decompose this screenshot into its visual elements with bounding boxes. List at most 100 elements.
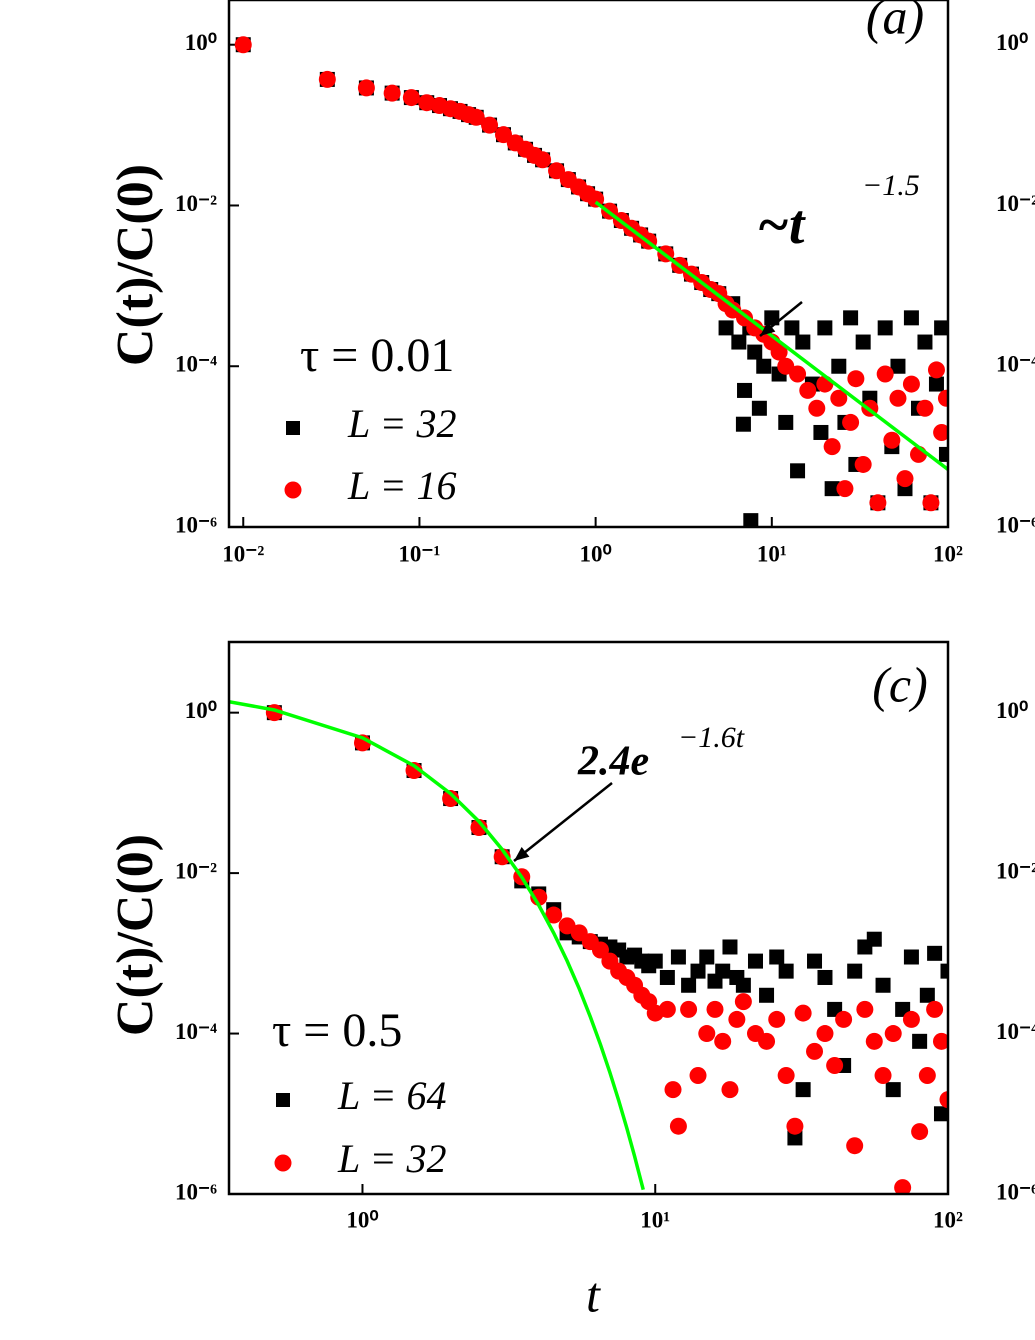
y-tick-label: 10⁻⁴ [175,352,217,377]
point [442,790,460,808]
point [916,399,934,417]
point [884,1025,902,1043]
point [698,1025,716,1043]
y-tick-label: 10⁻² [996,858,1035,883]
y-tick-label: 10⁰ [996,30,1028,55]
point [903,949,919,965]
point [664,1081,682,1099]
x-tick-label: 10² [933,1207,963,1232]
point [807,953,823,969]
point [467,108,485,126]
point [658,1000,676,1018]
point [928,376,944,392]
point [926,1000,944,1018]
point [875,977,891,993]
point [938,446,948,462]
legend-title: τ = 0.01 [300,329,454,382]
point [706,1000,724,1018]
point [751,400,767,416]
point [743,513,759,527]
annotation: ~t [757,194,806,256]
point [784,320,800,336]
x-tick-label: 10² [933,541,963,566]
point [690,963,706,979]
point [830,389,848,407]
point [670,949,686,965]
x-tick-label: 10¹ [757,541,787,566]
point [918,1067,936,1085]
point [737,382,753,398]
y-axis-label: C(t)/C(0) [107,834,164,1036]
point [759,987,775,1003]
y-tick-label: 10⁰ [996,698,1028,723]
point [481,116,499,134]
point [933,423,948,441]
y-tick-label: 10⁻⁴ [996,1019,1035,1044]
point [495,126,513,144]
y-tick-label: 10⁰ [185,30,217,55]
point [530,888,548,906]
x-tick-label: 10⁻² [222,541,264,566]
point [721,1081,739,1099]
x-tick-label: 10⁰ [346,1207,378,1232]
y-tick-label: 10⁻⁶ [996,1179,1035,1204]
legend-label: L = 64 [337,1073,447,1118]
y-tick-label: 10⁻² [996,191,1035,216]
point [816,1025,834,1043]
point [681,977,697,993]
point [731,334,747,350]
y-tick-label: 10⁻² [175,191,217,216]
point [680,1000,698,1018]
arrow-head [514,846,530,861]
y-tick-label: 10⁻⁴ [996,352,1035,377]
point [885,1082,901,1098]
point [548,162,566,180]
panel-label: (c) [872,656,928,712]
point [418,94,436,112]
plot-area [234,36,948,527]
y-tick-label: 10⁻⁶ [996,512,1035,537]
point [806,1042,824,1060]
plot-area [229,699,948,1194]
point [402,89,420,107]
point [735,977,751,993]
point [728,1010,746,1028]
point [770,343,788,361]
point [933,1106,948,1122]
point [747,953,763,969]
point [718,320,734,336]
point [890,358,906,374]
y-tick-label: 10⁻² [175,858,217,883]
point [768,1010,786,1028]
fit-line [229,699,645,1191]
point [912,1033,928,1049]
arrow-head [760,321,776,336]
x-tick-label: 10⁻¹ [398,541,440,566]
point [808,399,826,417]
point [789,365,807,383]
point [647,953,663,969]
point [778,963,794,979]
panel-label: (a) [866,0,924,44]
point [903,310,919,326]
point [836,480,854,498]
point [787,1130,803,1146]
point [383,84,401,102]
point [722,939,738,955]
point [842,413,860,431]
point [855,334,871,350]
point [794,1004,812,1022]
point [591,941,609,959]
point [876,365,894,383]
point [790,463,806,479]
point [866,931,882,947]
point [777,1067,795,1085]
x-tick-label: 10⁰ [580,541,612,566]
point [927,945,943,961]
point [795,334,811,350]
point [747,344,763,360]
legend-marker [274,1154,292,1172]
point [756,358,772,374]
point [795,1082,811,1098]
